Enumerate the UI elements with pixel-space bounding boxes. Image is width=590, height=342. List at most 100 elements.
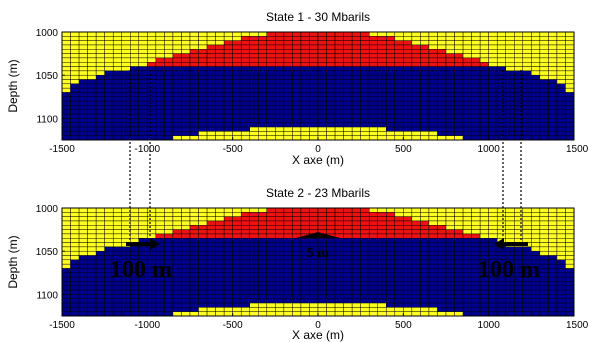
grid-cell xyxy=(172,268,182,274)
grid-cell xyxy=(155,74,165,80)
grid-cell xyxy=(87,242,97,248)
grid-cell xyxy=(87,216,97,222)
grid-cell xyxy=(471,207,481,213)
grid-cell xyxy=(112,79,122,85)
grid-cell xyxy=(266,220,276,226)
grid-cell xyxy=(164,225,174,230)
x-tick-label: 1000 xyxy=(478,320,501,331)
grid-cell xyxy=(147,105,157,110)
grid-cell xyxy=(548,126,558,132)
grid-cell xyxy=(556,242,566,248)
grid-cell xyxy=(428,311,438,317)
grid-cell xyxy=(539,131,549,136)
grid-cell xyxy=(206,298,216,304)
grid-cell xyxy=(240,122,250,128)
grid-cell xyxy=(240,302,250,308)
grid-cell xyxy=(189,298,199,304)
grid-cell xyxy=(343,220,353,226)
grid-cell xyxy=(147,109,157,115)
grid-cell xyxy=(292,268,302,274)
grid-cell xyxy=(249,100,259,106)
grid-cell xyxy=(215,36,225,41)
grid-cell xyxy=(334,246,344,252)
grid-cell xyxy=(275,255,285,261)
grid-cell xyxy=(565,135,575,141)
grid-cell xyxy=(317,294,327,299)
grid-cell xyxy=(565,212,575,217)
grid-cell xyxy=(121,289,131,295)
grid-cell xyxy=(403,100,413,106)
grid-cell xyxy=(309,276,319,282)
grid-cell xyxy=(514,298,524,304)
grid-cell xyxy=(394,126,404,132)
grid-cell xyxy=(437,122,447,128)
grid-cell xyxy=(249,92,259,98)
grid-cell xyxy=(317,126,327,132)
grid-cell xyxy=(437,302,447,308)
grid-cell xyxy=(189,311,199,317)
grid-cell xyxy=(445,100,455,106)
grid-cell xyxy=(445,109,455,115)
grid-cell xyxy=(377,113,387,119)
grid-cell xyxy=(189,281,199,286)
grid-cell xyxy=(317,40,327,46)
grid-cell xyxy=(360,216,370,222)
grid-cell xyxy=(283,96,293,102)
grid-cell xyxy=(61,220,71,226)
grid-cell xyxy=(317,276,327,282)
grid-cell xyxy=(87,44,97,50)
grid-cell xyxy=(505,100,515,106)
grid-cell xyxy=(479,302,489,308)
grid-cell xyxy=(496,131,506,136)
grid-cell xyxy=(155,70,165,76)
grid-cell xyxy=(522,246,532,252)
grid-cell xyxy=(565,246,575,252)
grid-cell xyxy=(78,62,88,67)
grid-cell xyxy=(206,44,216,50)
grid-cell xyxy=(283,126,293,132)
grid-cell xyxy=(283,302,293,308)
grid-cell xyxy=(420,87,430,93)
grid-cell xyxy=(258,44,268,50)
grid-cell xyxy=(479,57,489,63)
grid-cell xyxy=(420,66,430,72)
grid-cell xyxy=(95,272,105,278)
grid-cell xyxy=(258,36,268,41)
grid-cell xyxy=(386,220,396,226)
grid-cell xyxy=(104,289,114,295)
grid-cell xyxy=(240,216,250,222)
grid-cell xyxy=(240,220,250,226)
grid-cell xyxy=(232,44,242,50)
grid-cell xyxy=(121,207,131,213)
grid-cell xyxy=(104,87,114,93)
grid-cell xyxy=(266,62,276,67)
grid-cell xyxy=(283,225,293,230)
grid-cell xyxy=(189,233,199,239)
grid-cell xyxy=(249,53,259,59)
grid-cell xyxy=(181,100,191,106)
grid-cell xyxy=(488,135,498,141)
grid-cell xyxy=(471,126,481,132)
grid-cell xyxy=(61,259,71,265)
grid-cell xyxy=(454,126,464,132)
grid-cell xyxy=(437,96,447,102)
grid-cell xyxy=(172,109,182,115)
grid-cell xyxy=(61,246,71,252)
grid-cell xyxy=(70,216,80,222)
grid-cell xyxy=(565,289,575,295)
grid-cell xyxy=(258,126,268,132)
grid-cell xyxy=(548,100,558,106)
grid-cell xyxy=(411,276,421,282)
grid-cell xyxy=(522,289,532,295)
grid-cell xyxy=(539,40,549,46)
grid-cell xyxy=(240,100,250,106)
grid-cell xyxy=(172,276,182,282)
grid-cell xyxy=(522,131,532,136)
grid-cell xyxy=(300,212,310,217)
grid-cell xyxy=(147,57,157,63)
grid-cell xyxy=(351,57,361,63)
grid-cell xyxy=(61,229,71,235)
grid-cell xyxy=(531,233,541,239)
grid-cell xyxy=(95,126,105,132)
grid-cell xyxy=(275,207,285,213)
